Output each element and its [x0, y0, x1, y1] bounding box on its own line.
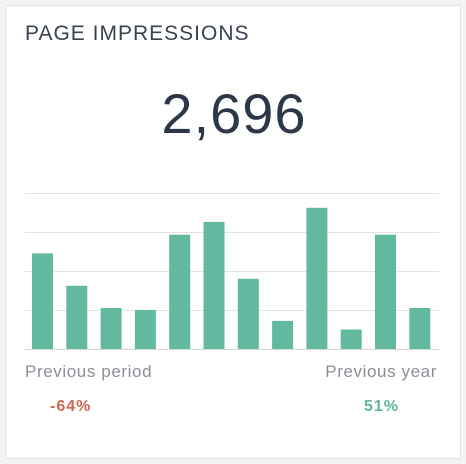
bar-4[interactable]: [134, 310, 156, 349]
bar-12[interactable]: [409, 308, 431, 349]
bar-9[interactable]: [306, 207, 328, 349]
bar-2[interactable]: [66, 285, 88, 349]
page-impressions-card: PAGE IMPRESSIONS 2,696 Previous period P…: [5, 5, 461, 459]
bar-6[interactable]: [203, 221, 225, 349]
bar-11[interactable]: [375, 234, 396, 349]
bar-5[interactable]: [169, 234, 191, 349]
previous-period-label: Previous period: [25, 362, 153, 381]
bar-7[interactable]: [237, 278, 259, 349]
impressions-value: 2,696: [161, 82, 307, 145]
previous-year-label: Previous year: [325, 362, 437, 381]
bar-3[interactable]: [100, 308, 122, 349]
widget-title: PAGE IMPRESSIONS: [25, 22, 250, 45]
impressions-bar-chart: [25, 193, 439, 350]
bar-10[interactable]: [340, 329, 362, 350]
bar-8[interactable]: [272, 320, 294, 349]
previous-year-change: 51%: [364, 398, 400, 415]
previous-period-change: -64%: [50, 398, 92, 415]
bar-1[interactable]: [32, 253, 53, 349]
